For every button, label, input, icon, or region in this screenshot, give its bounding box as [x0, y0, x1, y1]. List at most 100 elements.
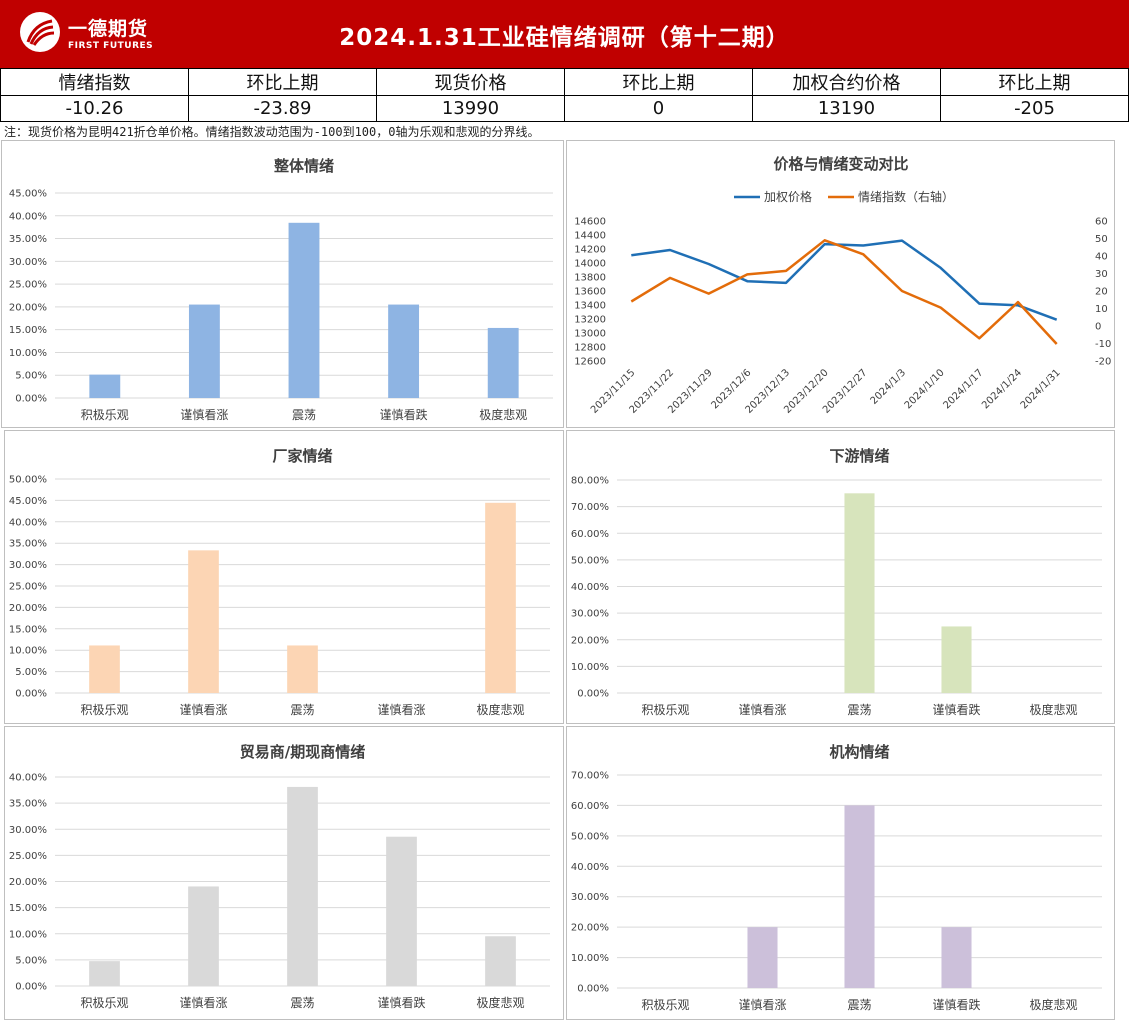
logo-english-text: FIRST FUTURES	[68, 41, 154, 51]
x-category-label: 谨慎看涨	[179, 702, 227, 717]
x-category-label: 谨慎看涨	[738, 997, 786, 1012]
y-tick-label: 0.00%	[15, 394, 47, 405]
summary-table: 情绪指数 环比上期 现货价格 环比上期 加权合约价格 环比上期 -10.26 -…	[0, 68, 1129, 122]
summary-header-cell: 情绪指数	[0, 68, 189, 96]
y-tick-label: 0.00%	[15, 982, 47, 993]
bar	[485, 936, 516, 986]
y-tick-label: 30.00%	[9, 257, 47, 268]
y-tick-label: 40.00%	[9, 773, 47, 784]
y-tick-label: 35.00%	[9, 799, 47, 810]
y-tick-label: 30.00%	[9, 560, 47, 571]
summary-value-cell: -23.89	[188, 95, 377, 122]
summary-header-cell: 环比上期	[940, 68, 1129, 96]
legend-label: 情绪指数（右轴）	[858, 189, 954, 204]
y-tick-label: 40.00%	[571, 862, 609, 873]
summary-value-cell: -10.26	[0, 95, 189, 122]
summary-header-cell: 加权合约价格	[752, 68, 941, 96]
x-category-label: 震荡	[290, 996, 314, 1010]
y-right-tick-label: 50	[1095, 234, 1108, 245]
summary-value-cell: 13990	[376, 95, 565, 122]
y-tick-label: 20.00%	[9, 603, 47, 614]
y-tick-label: 20.00%	[571, 635, 609, 646]
overall-sentiment-chart: 整体情绪 0.00% 5.00% 10.00% 15.00% 20.00% 25.00% 30…	[9, 157, 553, 422]
x-category-label: 极度悲观	[476, 702, 524, 717]
downstream-sentiment-chart: 下游情绪 0.00% 10.00% 20.00% 30.00% 40.00% 50.00% 6…	[571, 447, 1102, 717]
y-tick-label: 10.00%	[9, 929, 47, 940]
bar	[844, 493, 875, 693]
y-right-tick-label: 40	[1095, 252, 1108, 263]
y-left-tick-label: 13600	[574, 287, 606, 298]
bar	[287, 645, 318, 693]
chart-panel-overall: 整体情绪 0.00% 5.00% 10.00% 15.00% 20.00% 25.00% 30…	[1, 140, 564, 428]
y-left-tick-label: 13800	[574, 273, 606, 284]
y-right-tick-label: 0	[1095, 322, 1101, 333]
x-category-label: 震荡	[292, 408, 316, 422]
chart-panel-trader: 贸易商/期现商情绪 0.00% 5.00% 10.00% 15.00% 20.00% 25.…	[4, 726, 564, 1020]
bar	[89, 961, 120, 986]
x-category-label: 震荡	[847, 998, 871, 1012]
y-tick-label: 35.00%	[9, 539, 47, 550]
y-left-tick-label: 14400	[574, 231, 606, 242]
x-date-label: 2024/1/31	[1019, 367, 1063, 411]
chart-title: 下游情绪	[829, 447, 889, 465]
y-tick-label: 70.00%	[571, 502, 609, 513]
y-tick-label: 30.00%	[9, 825, 47, 836]
bar	[288, 222, 320, 398]
y-tick-label: 50.00%	[571, 555, 609, 566]
x-category-label: 谨慎看涨	[377, 702, 425, 717]
x-category-label: 极度悲观	[476, 995, 524, 1010]
trader-sentiment-chart: 贸易商/期现商情绪 0.00% 5.00% 10.00% 15.00% 20.00% 25.…	[9, 743, 550, 1010]
logo-text: 一德期货	[68, 18, 149, 40]
y-tick-label: 40.00%	[9, 211, 47, 222]
bar	[89, 374, 121, 398]
y-tick-label: 20.00%	[571, 923, 609, 934]
y-tick-label: 70.00%	[571, 771, 609, 782]
institution-sentiment-chart: 机构情绪 0.00% 10.00% 20.00% 30.00% 40.00% 50.00% 6…	[571, 743, 1102, 1012]
x-category-label: 积极乐观	[641, 998, 689, 1012]
x-category-label: 积极乐观	[641, 703, 689, 717]
bar	[941, 626, 972, 693]
y-left-tick-label: 13000	[574, 329, 606, 340]
y-right-tick-label: 10	[1095, 304, 1108, 315]
x-category-label: 震荡	[847, 703, 871, 717]
y-tick-label: 0.00%	[15, 689, 47, 700]
bar	[747, 927, 778, 988]
y-tick-label: 45.00%	[9, 496, 47, 507]
x-category-label: 积极乐观	[81, 408, 129, 422]
x-category-label: 震荡	[290, 703, 314, 717]
bar	[188, 886, 219, 986]
summary-header-cell: 环比上期	[188, 68, 377, 96]
manufacturer-sentiment-chart: 厂家情绪 0.00% 5.00% 10.00% 15.00% 20.00% 25.00% 30…	[9, 447, 550, 717]
x-category-label: 谨慎看跌	[377, 995, 425, 1010]
y-tick-label: 10.00%	[571, 662, 609, 673]
summary-header-cell: 现货价格	[376, 68, 565, 96]
summary-header-row: 情绪指数 环比上期 现货价格 环比上期 加权合约价格 环比上期	[0, 68, 1129, 96]
y-right-tick-label: 30	[1095, 269, 1108, 280]
company-logo: 一德期货 FIRST FUTURES	[18, 10, 158, 58]
y-tick-label: 45.00%	[9, 189, 47, 200]
bar	[287, 786, 318, 986]
x-category-label: 极度悲观	[1029, 702, 1077, 717]
bar	[388, 304, 420, 398]
chart-panel-manufacturer: 厂家情绪 0.00% 5.00% 10.00% 15.00% 20.00% 25.00% 30…	[4, 430, 564, 724]
y-left-tick-label: 14600	[574, 217, 606, 228]
x-category-label: 谨慎看跌	[380, 407, 428, 422]
y-right-tick-label: 60	[1095, 217, 1108, 228]
chart-panel-downstream: 下游情绪 0.00% 10.00% 20.00% 30.00% 40.00% 50.00% 6…	[566, 430, 1115, 724]
y-tick-label: 15.00%	[9, 903, 47, 914]
chart-title: 贸易商/期现商情绪	[240, 743, 365, 761]
y-left-tick-label: 13200	[574, 315, 606, 326]
y-tick-label: 25.00%	[9, 582, 47, 593]
y-tick-label: 20.00%	[9, 302, 47, 313]
y-tick-label: 20.00%	[9, 877, 47, 888]
y-tick-label: 10.00%	[9, 646, 47, 657]
y-tick-label: 25.00%	[9, 851, 47, 862]
bar	[188, 550, 219, 693]
y-tick-label: 35.00%	[9, 234, 47, 245]
x-date-label: 2024/1/17	[941, 367, 985, 411]
y-left-tick-label: 12800	[574, 343, 606, 354]
summary-value-cell: 0	[564, 95, 753, 122]
series-line	[630, 239, 1058, 345]
y-tick-label: 10.00%	[9, 348, 47, 359]
